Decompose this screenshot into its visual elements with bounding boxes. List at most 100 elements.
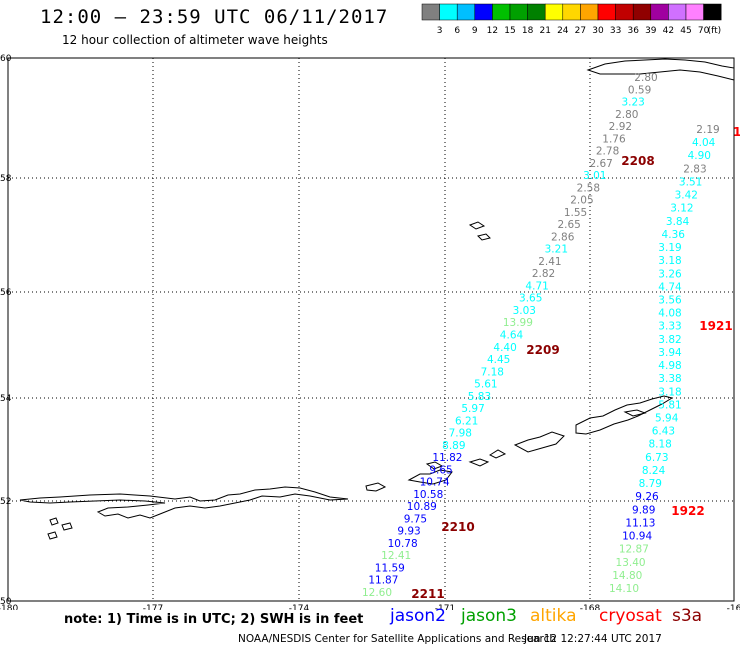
wave-height-value: 3.94	[658, 347, 682, 359]
wave-height-value: 12.87	[619, 544, 649, 556]
wave-height-value: 10.58	[413, 489, 443, 501]
wave-height-value: 2.67	[589, 158, 612, 170]
coastline-segment	[365, 482, 387, 492]
coastline-segment	[425, 461, 444, 470]
wave-height-value: 4.36	[662, 229, 686, 241]
wave-height-value: 2.80	[634, 72, 657, 84]
satellite-legend-altika: altika	[530, 606, 577, 626]
wave-height-value: 3.51	[679, 176, 702, 188]
pass-time-label: 2211	[411, 587, 444, 601]
wave-height-value: 2.19	[696, 124, 719, 136]
longitude-label: -177	[143, 604, 163, 610]
longitude-label: -180	[0, 604, 18, 610]
wave-height-value: 1.55	[564, 207, 587, 219]
coastline-segment	[468, 458, 490, 467]
altimeter-tracks: 2.800.593.232.802.921.762.782.673.012.58…	[362, 72, 720, 599]
wave-height-value: 6.21	[455, 415, 478, 427]
wave-height-value: 6.43	[652, 426, 675, 438]
colorbar-tick: 6	[454, 26, 460, 36]
wave-height-value: 2.58	[577, 182, 600, 194]
wave-height-value: 4.64	[500, 330, 524, 342]
coastline-segment	[575, 395, 674, 435]
wave-height-map: 2.800.593.232.802.921.762.782.673.012.58…	[0, 54, 740, 610]
colorbar-tick: 21	[539, 26, 550, 36]
wave-height-value: 3.21	[545, 244, 568, 256]
colorbar-tick: 18	[522, 26, 534, 36]
colorbar-tick: 15	[504, 26, 515, 36]
graticule	[7, 57, 735, 602]
colorbar-tick: 33	[610, 26, 621, 36]
wave-height-value: 3.18	[658, 386, 681, 398]
colorbar-tick: 30	[592, 26, 604, 36]
wave-height-value: 13.99	[503, 317, 533, 329]
credit-text: NOAA/NESDIS Center for Satellite Applica…	[238, 633, 556, 645]
coastline-segment	[19, 486, 349, 519]
coastline-segment	[407, 469, 453, 485]
coastline-segment	[488, 449, 507, 459]
wave-height-value: 3.33	[658, 321, 681, 333]
wave-height-value: 8.24	[642, 465, 666, 477]
wave-height-value: 4.04	[692, 137, 716, 149]
wave-height-value: 4.90	[688, 150, 711, 162]
latitude-label: 54	[0, 394, 12, 404]
pass-labels: 2208 2209 2210 2211 1921 1922 1	[411, 125, 740, 601]
pass-time-label: 2209	[526, 343, 559, 357]
colorbar-tick: 45	[680, 26, 691, 36]
wave-height-value: 9.65	[429, 464, 452, 476]
wave-height-value: 2.82	[532, 268, 555, 280]
colorbar-tick: 36	[627, 26, 639, 36]
wave-height-value: 3.03	[513, 305, 536, 317]
wave-height-value: 9.89	[632, 504, 655, 516]
wave-height-value: 0.59	[628, 84, 651, 96]
pass-time-label-clipped: 1	[733, 125, 740, 139]
colorbar-tick: 70	[698, 26, 710, 36]
wave-height-value: 11.87	[368, 575, 398, 587]
longitude-label: -168	[580, 604, 601, 610]
wave-height-value: 2.78	[596, 146, 619, 158]
longitude-label: -174	[289, 604, 310, 610]
latitude-label: 58	[0, 174, 12, 184]
colorbar-tick: 24	[557, 26, 569, 36]
wave-height-value: 4.40	[493, 342, 516, 354]
wave-height-value: 8.79	[639, 478, 662, 490]
latitude-label: 52	[0, 497, 11, 507]
wave-height-value: 3.18	[658, 255, 681, 267]
colorbar-unit: (ft)	[708, 26, 722, 36]
wave-height-value: 4.45	[487, 354, 510, 366]
coastline	[19, 58, 735, 540]
wave-height-value: 4.74	[658, 281, 682, 293]
wave-height-value: 8.89	[442, 440, 465, 452]
pass-time-label: 2208	[621, 154, 654, 168]
wave-height-value: 4.08	[658, 308, 681, 320]
colorbar-tick: 12	[487, 26, 498, 36]
wave-height-value: 3.19	[658, 242, 681, 254]
wave-height-value: 11.59	[375, 562, 405, 574]
wave-height-value: 3.26	[658, 268, 682, 280]
colorbar-tick: 27	[575, 26, 586, 36]
map-title: 12:00 – 23:59 UTC 06/11/2017	[40, 6, 389, 28]
coastline-segment	[61, 522, 73, 531]
wave-height-value: 3.65	[519, 293, 542, 305]
longitude-label: -16	[727, 604, 740, 610]
wave-height-value: 3.56	[658, 294, 682, 306]
wave-height-value: 10.94	[622, 531, 652, 543]
wave-height-value: 2.86	[551, 231, 575, 243]
wave-height-value: 2.83	[683, 163, 706, 175]
wave-height-value: 3.38	[658, 373, 681, 385]
wave-height-value: 7.18	[481, 366, 504, 378]
wave-height-value: 3.42	[675, 190, 698, 202]
coastline-segment	[49, 517, 59, 526]
wave-height-value: 11.82	[432, 452, 462, 464]
colorbar-legend: 3 6 9 12 15 18 21 24 27 30 33 36 39 42 45 70(ft)	[421, 3, 722, 36]
wave-height-value: 2.41	[538, 256, 561, 268]
wave-height-value: 3.84	[666, 216, 690, 228]
wave-height-value: 7.98	[449, 428, 472, 440]
latitude-label: 50	[0, 597, 12, 607]
coastline-segment	[623, 409, 647, 417]
wave-height-value: 11.13	[625, 517, 655, 529]
coastline-segment	[513, 431, 565, 453]
wave-height-value: 12.41	[381, 550, 411, 562]
wave-height-value: 14.80	[612, 570, 642, 582]
wave-height-value: 9.26	[635, 491, 659, 503]
satellite-legend-jason2: jason2	[390, 606, 446, 626]
